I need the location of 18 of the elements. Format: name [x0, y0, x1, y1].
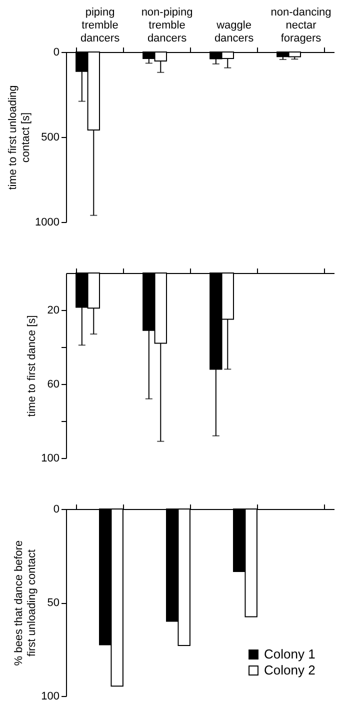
legend-label: Colony 1	[264, 646, 316, 662]
y-tick-label: 20	[47, 304, 60, 316]
y-tick-label: 500	[41, 132, 60, 144]
y-tick-label: 0	[53, 46, 60, 58]
x-tick-label: piping tremble dancers	[80, 6, 120, 44]
y-tick-label: 0	[53, 504, 60, 516]
legend-label: Colony 2	[264, 662, 316, 678]
x-tick-label: waggle dancers	[214, 20, 254, 44]
y-tick-label: 100	[41, 690, 60, 702]
y-tick-label: 1000	[35, 216, 60, 228]
x-tick-label: non-piping tremble dancers	[141, 6, 193, 44]
y-axis-title: time to first unloading contact [s]	[7, 85, 32, 190]
x-tick-label: non-dancing nectar foragers	[270, 6, 332, 44]
y-tick-label: 100	[41, 452, 60, 464]
y-tick-label: 50	[47, 597, 60, 609]
y-axis-title: time to first dance [s]	[26, 315, 38, 417]
y-tick-label: 60	[47, 378, 60, 390]
y-axis-title: % bees that dance before first unloading contact	[13, 540, 38, 666]
